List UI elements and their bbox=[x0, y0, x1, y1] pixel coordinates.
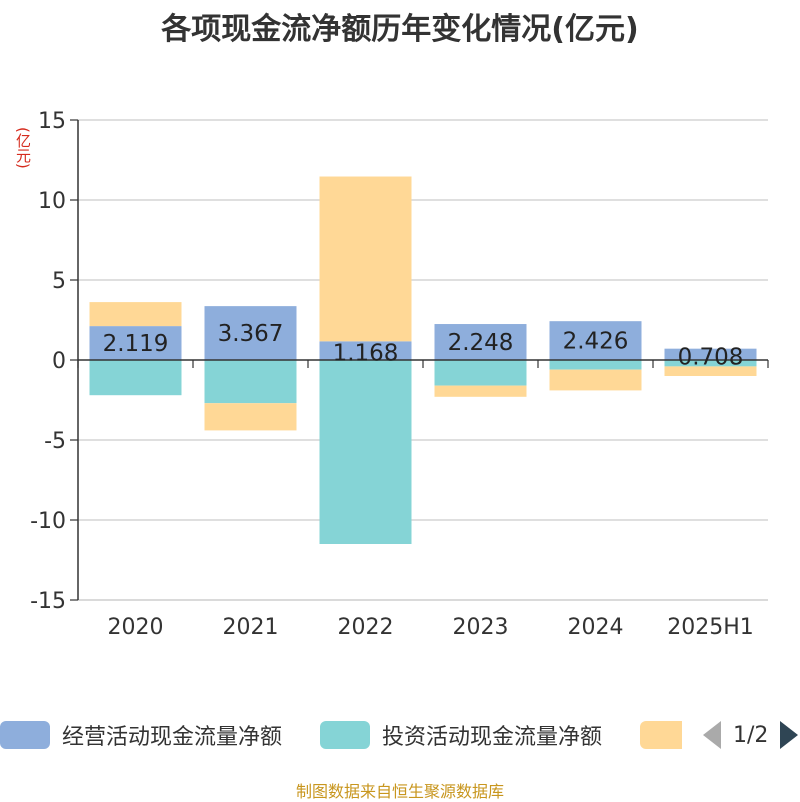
y-tick-label: 10 bbox=[38, 189, 66, 214]
x-tick-label: 2024 bbox=[568, 615, 624, 640]
legend-swatch bbox=[640, 721, 682, 749]
legend-item-investing[interactable]: 投资活动现金流量净额 bbox=[320, 716, 602, 754]
data-label: 0.708 bbox=[678, 344, 744, 370]
bar-2021-series0[interactable] bbox=[204, 306, 297, 360]
y-tick-label: -15 bbox=[30, 589, 66, 614]
x-tick-label: 2022 bbox=[338, 615, 394, 640]
data-label: 2.119 bbox=[103, 331, 169, 357]
bar-2022-series1[interactable] bbox=[319, 360, 412, 544]
x-tick-label: 2020 bbox=[108, 615, 164, 640]
legend-page-number: 1/2 bbox=[733, 722, 769, 748]
bar-2020-series1[interactable] bbox=[89, 360, 182, 396]
data-label: 3.367 bbox=[218, 321, 284, 347]
y-axis-unit: (亿元) bbox=[14, 127, 32, 169]
bar-2020-series0[interactable] bbox=[89, 326, 182, 360]
bar-2021-series2[interactable] bbox=[204, 403, 297, 431]
data-label: 2.426 bbox=[563, 329, 629, 355]
y-tick-label: 0 bbox=[52, 349, 66, 374]
next-page-icon[interactable] bbox=[780, 721, 799, 749]
gridlines bbox=[78, 119, 768, 601]
data-source-note: 制图数据来自恒生聚源数据库 bbox=[295, 782, 504, 801]
bars bbox=[89, 176, 757, 544]
bar-2024-series0[interactable] bbox=[549, 321, 642, 360]
x-tick-label: 2021 bbox=[223, 615, 279, 640]
legend-label: 投资活动现金流量净额 bbox=[382, 725, 603, 750]
bar-2024-series1[interactable] bbox=[549, 360, 642, 370]
bar-2024-series2[interactable] bbox=[549, 369, 642, 391]
bar-2023-series0[interactable] bbox=[434, 324, 527, 360]
legend-item-operating[interactable]: 经营活动现金流量净额 bbox=[0, 716, 282, 754]
x-tick-label: 2025H1 bbox=[667, 615, 754, 640]
axes: 15 10 5 0 -5 -10 -15 2020 2021 2022 2023 2024 2025H1 bbox=[30, 109, 769, 640]
bar-2025H1-series0[interactable] bbox=[664, 348, 757, 360]
bar-2022-series2[interactable] bbox=[319, 176, 412, 342]
legend-label: 经营活动现金流量净额 bbox=[62, 725, 283, 750]
bar-2023-series1[interactable] bbox=[434, 360, 527, 386]
data-labels: 2.119 3.367 1.168 2.248 2.426 0.708 bbox=[103, 321, 744, 370]
x-tick-label: 2023 bbox=[453, 615, 509, 640]
legend-pager: 1/2 bbox=[700, 716, 800, 754]
bar-2023-series2[interactable] bbox=[434, 385, 527, 397]
bar-2025H1-series2[interactable] bbox=[664, 366, 757, 376]
legend-swatch bbox=[0, 721, 50, 749]
legend-item-financing[interactable] bbox=[640, 716, 682, 754]
y-tick-label: 15 bbox=[38, 109, 66, 134]
y-tick-label: 5 bbox=[52, 269, 66, 294]
legend-swatch bbox=[320, 721, 370, 749]
bar-2022-series0[interactable] bbox=[319, 341, 412, 360]
bar-2025H1-series1[interactable] bbox=[664, 360, 757, 367]
data-label: 1.168 bbox=[333, 341, 399, 367]
y-tick-label: -10 bbox=[30, 509, 66, 534]
bar-2021-series1[interactable] bbox=[204, 360, 297, 404]
chart-title: 各项现金流净额历年变化情况(亿元) bbox=[161, 12, 639, 47]
prev-page-icon[interactable] bbox=[703, 721, 721, 749]
data-label: 2.248 bbox=[448, 330, 514, 356]
bar-2020-series2[interactable] bbox=[89, 302, 182, 327]
legend: 经营活动现金流量净额 投资活动现金流量净额 bbox=[0, 716, 800, 754]
y-tick-label: -5 bbox=[44, 429, 66, 454]
